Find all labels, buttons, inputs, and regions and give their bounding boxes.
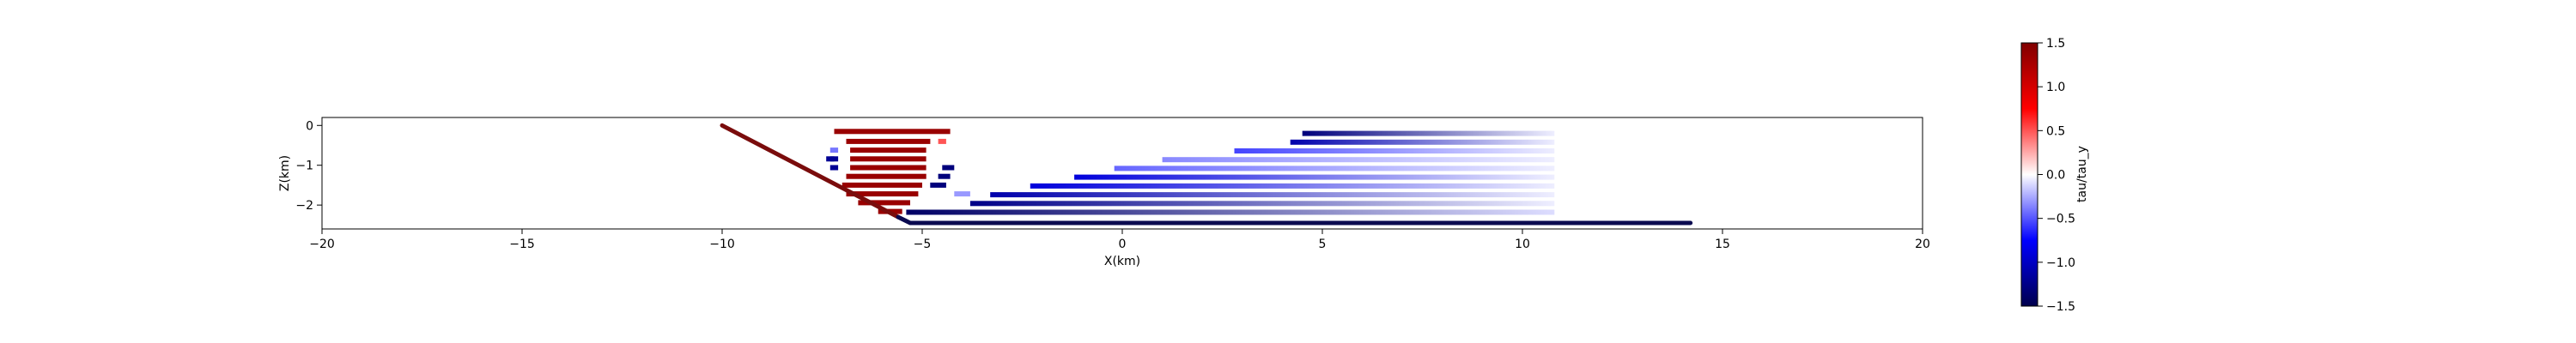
x-axis-ticks: −20 −15 −10 −5 0 5 10 15 20: [309, 229, 1930, 251]
x-tick-label: 15: [1715, 238, 1730, 251]
y-tick-label: −1: [295, 159, 313, 173]
x-tick-label: −10: [709, 238, 735, 251]
stress-band: [850, 165, 927, 171]
stress-band: [942, 165, 955, 171]
stress-band: [829, 147, 839, 153]
x-tick-label: −15: [509, 238, 535, 251]
colorbar-tick-label: 0.0: [2046, 169, 2065, 183]
colorbar-tick-label: 1.0: [2046, 81, 2065, 94]
stress-band: [846, 191, 919, 197]
stress-band: [954, 191, 970, 197]
colorbar-tick-label: −1.0: [2046, 256, 2075, 270]
fault-trace-flat-segment: [896, 214, 1693, 226]
stress-band: [850, 156, 927, 162]
stress-band: [846, 138, 931, 144]
colorbar-ticks: 1.5 1.0 0.5 0.0 −0.5 −1.0 −1.5: [2038, 37, 2075, 314]
stress-band: [841, 182, 922, 188]
stress-band: [858, 200, 910, 206]
x-axis-label: X(km): [1104, 255, 1140, 268]
stress-band: [846, 173, 927, 179]
stress-band: [906, 209, 1555, 215]
x-tick-label: −5: [914, 238, 932, 251]
colorbar-tick-label: −1.5: [2046, 300, 2075, 314]
x-tick-label: 0: [1119, 238, 1127, 251]
fault-trace: [720, 123, 1693, 226]
x-tick-label: −20: [309, 238, 335, 251]
stress-band: [938, 173, 951, 179]
fault-trace-dip-segment: [720, 123, 901, 220]
colorbar-tick-label: −0.5: [2046, 213, 2075, 226]
stress-band: [1114, 165, 1555, 172]
stress-band: [834, 129, 951, 135]
colorbar-tick-label: 0.5: [2046, 124, 2065, 138]
y-axis-ticks: 0 −1 −2: [295, 119, 322, 213]
stress-band: [1162, 157, 1555, 163]
x-tick-label: 20: [1915, 238, 1930, 251]
stress-band: [829, 156, 839, 162]
colorbar-label: tau/tau_y: [2075, 146, 2089, 202]
stress-band: [850, 147, 927, 153]
colorbar-tick-label: 1.5: [2046, 37, 2065, 51]
y-tick-label: −2: [295, 199, 313, 213]
stress-band: [1234, 148, 1555, 153]
stress-band: [969, 201, 1555, 207]
stress-band: [1030, 183, 1555, 189]
y-tick-label: 0: [306, 119, 313, 133]
colorbar: [2020, 42, 2038, 307]
stress-band: [990, 192, 1555, 198]
stress-band: [1290, 139, 1555, 145]
stress-band: [1074, 174, 1555, 180]
stress-band: [930, 182, 946, 188]
x-tick-label: 5: [1319, 238, 1327, 251]
stress-band: [938, 138, 946, 144]
stress-band: [829, 165, 839, 171]
stress-bands: [826, 129, 1555, 215]
x-tick-label: 10: [1515, 238, 1530, 251]
stress-band: [1302, 130, 1555, 136]
y-axis-label: Z(km): [278, 155, 292, 191]
